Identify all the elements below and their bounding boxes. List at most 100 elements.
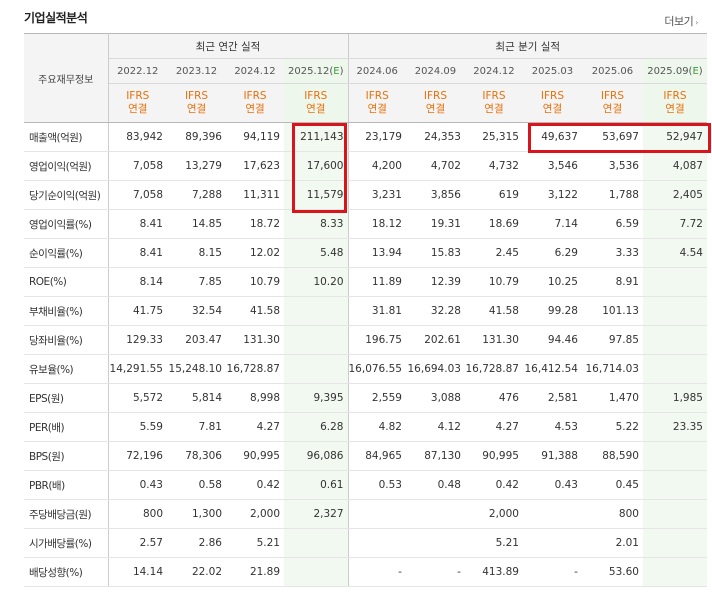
table-cell: 22.02 [167, 557, 226, 587]
standard-bottom: 연결 [128, 103, 148, 115]
table-cell: 3,546 [522, 151, 582, 181]
standard-top: IFRS [482, 90, 506, 102]
table-cell: 10.20 [284, 267, 348, 297]
table-cell: 0.53 [347, 470, 406, 500]
table-cell: 12.02 [226, 238, 284, 268]
table-cell: 1,985 [642, 383, 707, 413]
row-label: 유보율(%) [24, 354, 109, 384]
table-cell: 72,196 [108, 441, 167, 471]
row-label: 당기순이익(억원) [24, 180, 109, 210]
table-cell [405, 499, 465, 529]
period-header: 2023.12 [167, 58, 226, 84]
table-cell: 0.43 [108, 470, 167, 500]
table-cell: 8.41 [108, 209, 167, 239]
table-row: 주당배당금(원) 800 1,300 2,000 2,327 2,000 800 [24, 499, 707, 529]
table-row: 영업이익(억원) 7,058 13,279 17,623 17,600 4,200 4,70… [24, 151, 707, 181]
table-cell: 6.28 [284, 412, 348, 442]
table-cell: 23,179 [347, 122, 406, 152]
table-cell: 8,998 [226, 383, 284, 413]
table-cell: 4.12 [405, 412, 465, 442]
label-header: 주요재무정보 [24, 33, 109, 123]
table-cell: 4.54 [642, 238, 707, 268]
table-cell: 0.48 [405, 470, 465, 500]
table-cell: 3,088 [405, 383, 465, 413]
table-cell [642, 325, 707, 355]
table-row: 매출액(억원) 83,942 89,396 94,119 211,143 23,179 24… [24, 122, 707, 152]
standard-bottom: 연결 [602, 103, 623, 115]
table-cell: 8.15 [167, 238, 226, 268]
standard-bottom: 연결 [542, 103, 563, 115]
period-header: 2024.12 [464, 58, 523, 84]
table-cell: 41.58 [464, 296, 523, 326]
table-cell: 211,143 [284, 122, 348, 152]
table-cell: 9,395 [284, 383, 348, 413]
table-cell [347, 528, 406, 558]
period-header: 2025.06 [581, 58, 643, 84]
table-cell: 87,130 [405, 441, 465, 471]
table-cell: 91,388 [522, 441, 582, 471]
table-cell: 97.85 [581, 325, 643, 355]
table-cell: 11,579 [284, 180, 348, 210]
table-cell: 18.69 [464, 209, 523, 239]
table-cell: 10.25 [522, 267, 582, 297]
table-cell: 94.46 [522, 325, 582, 355]
table-cell [642, 267, 707, 297]
table-row: 당좌비율(%) 129.33 203.47 131.30 196.75 202.61 131… [24, 325, 707, 355]
standard-bottom: 연결 [425, 103, 446, 115]
table-cell: 7,058 [108, 151, 167, 181]
table-cell: 8.41 [108, 238, 167, 268]
table-cell: 49,637 [522, 122, 582, 152]
table-cell: 41.75 [108, 296, 167, 326]
table-row: ROE(%) 8.14 7.85 10.79 10.20 11.89 12.39 10.79 1… [24, 267, 707, 297]
table-cell: 96,086 [284, 441, 348, 471]
table-cell: 10.79 [464, 267, 523, 297]
table-cell: 17,623 [226, 151, 284, 181]
table-cell: 5.59 [108, 412, 167, 442]
table-cell: 5.21 [464, 528, 523, 558]
table-cell: 89,396 [167, 122, 226, 152]
table-cell: 23.35 [642, 412, 707, 442]
table-row: 시가배당률(%) 2.57 2.86 5.21 5.21 2.01 [24, 528, 707, 558]
table-cell: 21.89 [226, 557, 284, 587]
table-cell: 3,231 [347, 180, 406, 210]
table-cell: 5,572 [108, 383, 167, 413]
table-cell: 2.45 [464, 238, 523, 268]
table-cell: - [405, 557, 465, 587]
more-link[interactable]: 더보기 › [664, 13, 698, 29]
table-cell: 3,856 [405, 180, 465, 210]
row-label: 매출액(억원) [24, 122, 109, 152]
standard-bottom: 연결 [665, 103, 685, 115]
table-cell [347, 499, 406, 529]
table-cell: 15.83 [405, 238, 465, 268]
table-cell: 202.61 [405, 325, 465, 355]
table-cell: 3,536 [581, 151, 643, 181]
table-row: 유보율(%) 14,291.55 15,248.10 16,728.87 16,076.… [24, 354, 707, 384]
table-cell [642, 296, 707, 326]
table-cell: 3,122 [522, 180, 582, 210]
table-cell: 16,412.54 [522, 354, 582, 384]
standard-top: IFRS [663, 90, 687, 102]
row-label: 부채비율(%) [24, 296, 109, 326]
table-cell: - [347, 557, 406, 587]
accounting-standard: IFRS 연결 [464, 83, 523, 123]
table-cell: 0.42 [464, 470, 523, 500]
table-cell: 24,353 [405, 122, 465, 152]
table-cell: 800 [108, 499, 167, 529]
table-cell [522, 528, 582, 558]
table-cell: 13,279 [167, 151, 226, 181]
table-cell [284, 528, 348, 558]
row-label: 주당배당금(원) [24, 499, 109, 529]
accounting-standard: IFRS 연결 [405, 83, 465, 123]
table-cell: 99.28 [522, 296, 582, 326]
table-cell: 413.89 [464, 557, 523, 587]
table-cell: 1,788 [581, 180, 643, 210]
row-label: 영업이익(억원) [24, 151, 109, 181]
table-cell: 619 [464, 180, 523, 210]
table-cell: 4.27 [226, 412, 284, 442]
table-cell: 8.91 [581, 267, 643, 297]
standard-bottom: 연결 [245, 103, 265, 115]
table-cell: 84,965 [347, 441, 406, 471]
table-cell: 4,732 [464, 151, 523, 181]
table-cell: 131.30 [464, 325, 523, 355]
table-cell [284, 557, 348, 587]
